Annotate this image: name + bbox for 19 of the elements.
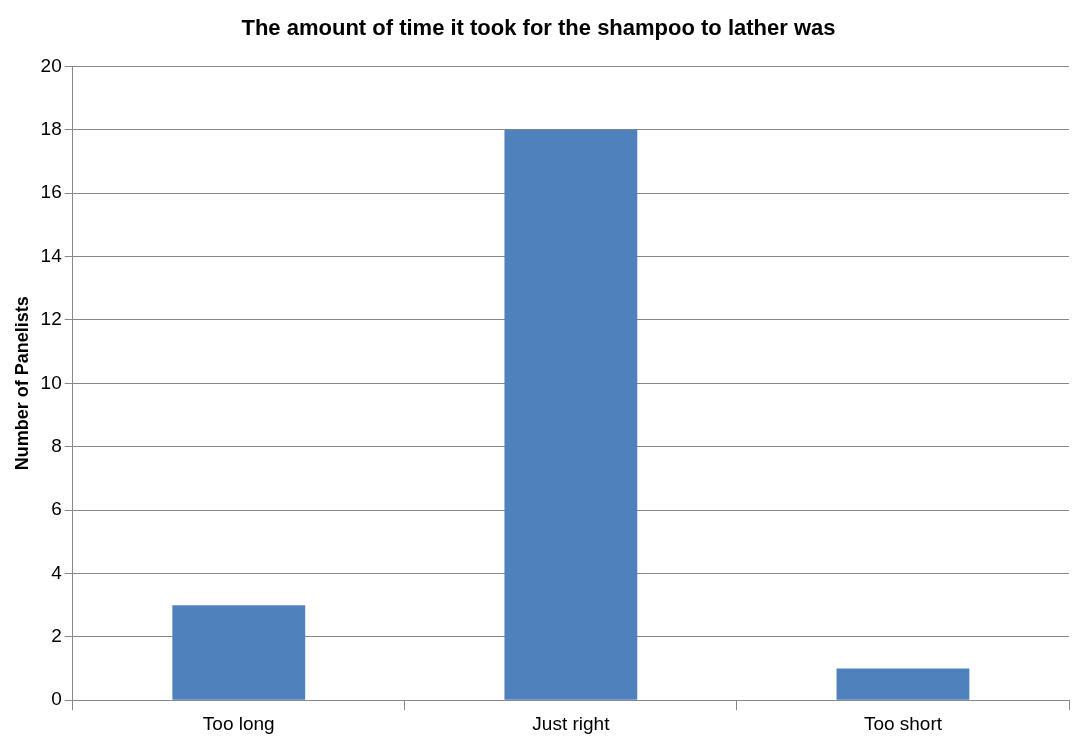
x-tick-label: Just right (532, 712, 611, 734)
x-tick-label: Too long (202, 712, 275, 734)
y-tick-label: 0 (51, 688, 62, 710)
y-tick-label: 16 (40, 181, 62, 203)
y-tick-label: 18 (40, 118, 62, 140)
bar (504, 129, 638, 700)
bar (172, 605, 306, 700)
y-tick-label: 2 (51, 625, 62, 647)
y-tick-label: 6 (51, 498, 62, 520)
y-tick-label: 20 (40, 54, 62, 76)
y-tick-label: 14 (40, 244, 63, 266)
y-tick-label: 8 (51, 434, 62, 456)
y-tick-label: 4 (51, 561, 63, 583)
y-axis-title: Number of Panelists (11, 296, 32, 471)
x-tick-label: Too short (863, 712, 943, 734)
bar (836, 668, 970, 700)
chart-title: The amount of time it took for the shampoo to lather was (241, 15, 836, 41)
y-tick-label: 10 (40, 371, 62, 393)
y-tick-label: 12 (40, 308, 62, 330)
